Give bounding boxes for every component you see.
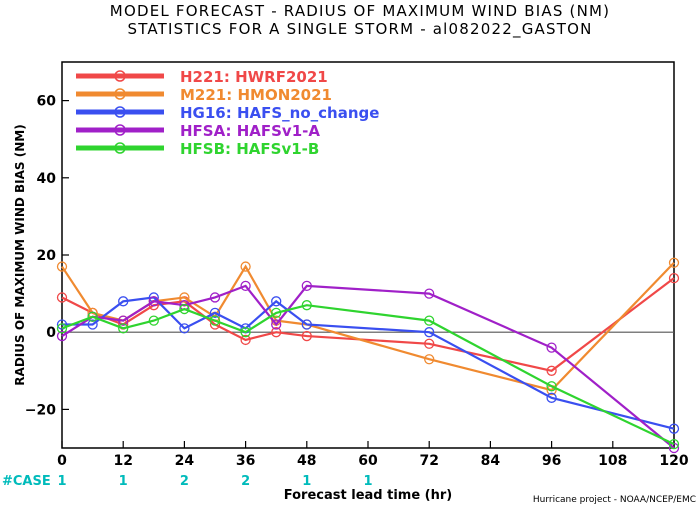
y-tick-label: −20 [25,402,56,418]
legend-label: HFSB: HAFSv1-B [180,140,319,158]
data-point [209,315,221,326]
x-tick-label: 60 [358,453,378,469]
data-point [179,303,190,315]
legend-label: HFSA: HAFSv1-A [180,122,320,140]
case-count: 2 [241,474,250,489]
data-point [118,323,129,334]
data-point [271,319,282,330]
x-axis-label: Forecast lead time (hr) [284,488,452,503]
data-point [424,288,435,299]
data-point [301,300,312,311]
credit-text: Hurricane project - NOAA/NCEP/EMC [533,495,696,505]
series-line-0 [61,277,675,372]
data-point [668,423,680,434]
data-point [209,307,221,319]
data-point [546,365,557,376]
x-tick-label: 96 [542,453,561,469]
data-point [424,315,435,326]
data-point [240,280,251,292]
legend-marker [114,70,126,82]
data-point [118,315,129,326]
data-point [301,280,312,292]
case-counts: 1 1 2 2 1 1 [57,474,372,489]
data-point [148,315,159,326]
data-point [240,261,251,272]
data-point [240,327,251,338]
x-tick-label: 120 [659,453,688,469]
legend-label: HG16: HAFS_no_change [180,104,379,122]
data-point [56,330,68,342]
data-point [424,327,435,338]
y-tick-label: 0 [46,325,56,341]
y-tick-label: 40 [37,171,57,187]
data-point [118,296,129,307]
legend-marker [114,124,126,136]
data-point [56,292,68,303]
data-point [301,319,312,330]
legend-label: M221: HMON2021 [180,86,332,104]
case-label: #CASE [2,474,51,489]
series-line-2 [62,296,675,430]
y-tick-label: 60 [37,94,57,110]
data-point [424,338,435,349]
case-count: 1 [57,474,66,489]
case-count: 1 [302,474,311,489]
case-count: 1 [119,474,128,489]
data-point [424,354,435,365]
data-point [668,273,680,284]
legend-label: H221: HWRF2021 [180,68,328,86]
data-point [179,323,190,334]
data-point [271,307,282,319]
x-tick-label: 36 [236,453,255,469]
y-tick-label: 20 [37,248,57,264]
x-tick-label: 72 [419,453,438,469]
data-point [668,438,680,450]
legend-marker [114,88,126,100]
legend-marker [114,142,126,154]
data-point [56,261,68,272]
data-point [271,327,282,338]
data-point [546,392,557,403]
data-point [271,296,282,307]
data-point [56,323,68,334]
data-point [179,292,190,303]
x-tick-label: 84 [481,453,501,469]
series-lines [56,257,680,454]
chart-title-line-1: MODEL FORECAST - RADIUS OF MAXIMUM WIND … [110,2,610,20]
case-count: 1 [363,474,372,489]
data-point [546,381,557,392]
x-tick-label: 108 [598,453,627,469]
x-axis-ticks: 0 12 24 36 48 60 72 84 96 108 120 [57,441,689,469]
data-point [87,311,98,322]
data-point [209,292,221,303]
x-tick-label: 48 [297,453,316,469]
y-axis-label: RADIUS OF MAXIMUM WIND BIAS (NM) [13,124,27,385]
data-point [56,319,68,330]
x-tick-label: 24 [175,453,195,469]
series-line-4 [61,304,675,446]
y-axis-ticks: −20 0 20 40 60 [25,94,69,418]
data-point [240,334,251,346]
data-point [546,342,557,353]
case-count: 2 [180,474,189,489]
data-point [87,319,98,330]
x-tick-label: 12 [113,453,132,469]
data-point [301,330,312,342]
chart-title-line-2: STATISTICS FOR A SINGLE STORM - al082022… [127,20,592,39]
data-point [668,257,680,268]
plot-area [61,61,675,449]
data-point [148,296,159,307]
legend-marker [114,106,126,118]
x-tick-label: 0 [57,453,67,469]
